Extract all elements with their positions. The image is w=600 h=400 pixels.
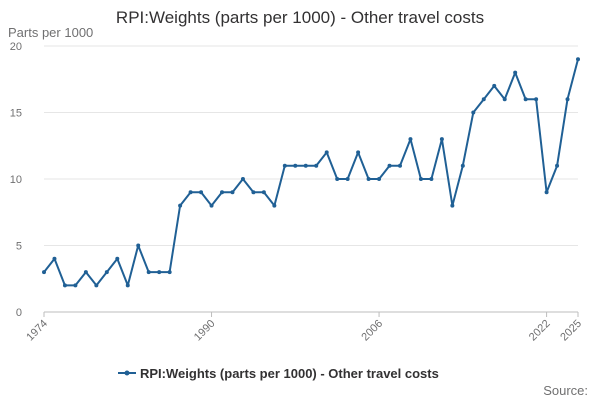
x-tick-label: 2022 (527, 318, 553, 344)
data-point[interactable] (439, 137, 444, 142)
data-point[interactable] (555, 163, 560, 168)
data-point[interactable] (83, 270, 88, 275)
data-point[interactable] (115, 256, 120, 261)
data-point[interactable] (293, 163, 298, 168)
gridlines (44, 45, 578, 313)
x-tick-label: 1974 (24, 318, 50, 344)
data-point[interactable] (408, 137, 413, 142)
x-tick-label: 2025 (558, 318, 584, 344)
data-point[interactable] (544, 190, 549, 195)
y-axis-ticks: 0 5 10 15 20 (10, 41, 22, 319)
data-point[interactable] (481, 97, 486, 102)
data-point[interactable] (534, 97, 539, 102)
data-point[interactable] (492, 83, 497, 88)
y-tick-label: 10 (10, 174, 22, 186)
data-point[interactable] (513, 70, 518, 75)
data-point[interactable] (345, 177, 350, 181)
y-axis-label: Parts per 1000 (8, 25, 93, 40)
data-point[interactable] (398, 163, 402, 168)
data-point[interactable] (366, 177, 371, 181)
data-point[interactable] (94, 283, 99, 288)
data-point[interactable] (335, 177, 340, 181)
series-layer (42, 57, 580, 288)
x-tick-label: 2006 (359, 318, 385, 344)
data-point[interactable] (272, 203, 277, 208)
x-tick-label: 1990 (192, 318, 218, 344)
data-point[interactable] (240, 177, 245, 181)
data-point[interactable] (471, 110, 476, 115)
series-line (43, 59, 579, 287)
data-point[interactable] (178, 203, 183, 208)
data-point[interactable] (52, 256, 57, 261)
data-point[interactable] (418, 177, 423, 181)
data-point[interactable] (146, 270, 151, 275)
data-point[interactable] (387, 163, 392, 168)
data-point[interactable] (73, 283, 78, 288)
data-point[interactable] (314, 163, 319, 168)
data-point[interactable] (460, 163, 465, 168)
data-point[interactable] (251, 190, 256, 195)
data-point[interactable] (230, 190, 235, 195)
data-point[interactable] (104, 270, 109, 275)
data-point[interactable] (576, 57, 580, 62)
data-point[interactable] (136, 243, 141, 248)
data-point[interactable] (565, 97, 570, 102)
data-point[interactable] (303, 163, 308, 168)
data-point[interactable] (157, 270, 162, 275)
y-tick-label: 15 (10, 108, 22, 120)
data-point[interactable] (450, 203, 455, 208)
data-point[interactable] (209, 203, 214, 208)
data-point[interactable] (523, 97, 528, 102)
chart-title: RPI:Weights (parts per 1000) - Other tra… (116, 8, 484, 27)
y-tick-label: 5 (16, 241, 22, 253)
data-point[interactable] (261, 190, 266, 195)
legend-marker-icon (124, 370, 130, 376)
data-point[interactable] (282, 163, 287, 168)
data-point[interactable] (356, 150, 361, 155)
data-point[interactable] (125, 283, 130, 288)
legend[interactable]: RPI:Weights (parts per 1000) - Other tra… (118, 366, 439, 381)
data-point[interactable] (377, 177, 382, 181)
data-point[interactable] (502, 97, 507, 102)
data-point[interactable] (220, 190, 224, 195)
data-point[interactable] (62, 283, 67, 288)
legend-label: RPI:Weights (parts per 1000) - Other tra… (140, 366, 439, 381)
source-label: Source: (543, 383, 588, 398)
data-point[interactable] (188, 190, 193, 195)
data-point[interactable] (324, 150, 329, 155)
x-axis-ticks: 1974 1990 2006 2022 2025 (24, 312, 584, 343)
data-point[interactable] (429, 177, 434, 181)
y-tick-label: 0 (16, 307, 22, 319)
data-point[interactable] (199, 190, 204, 195)
data-point[interactable] (167, 270, 172, 275)
y-tick-label: 20 (10, 41, 22, 53)
data-point[interactable] (42, 270, 46, 275)
